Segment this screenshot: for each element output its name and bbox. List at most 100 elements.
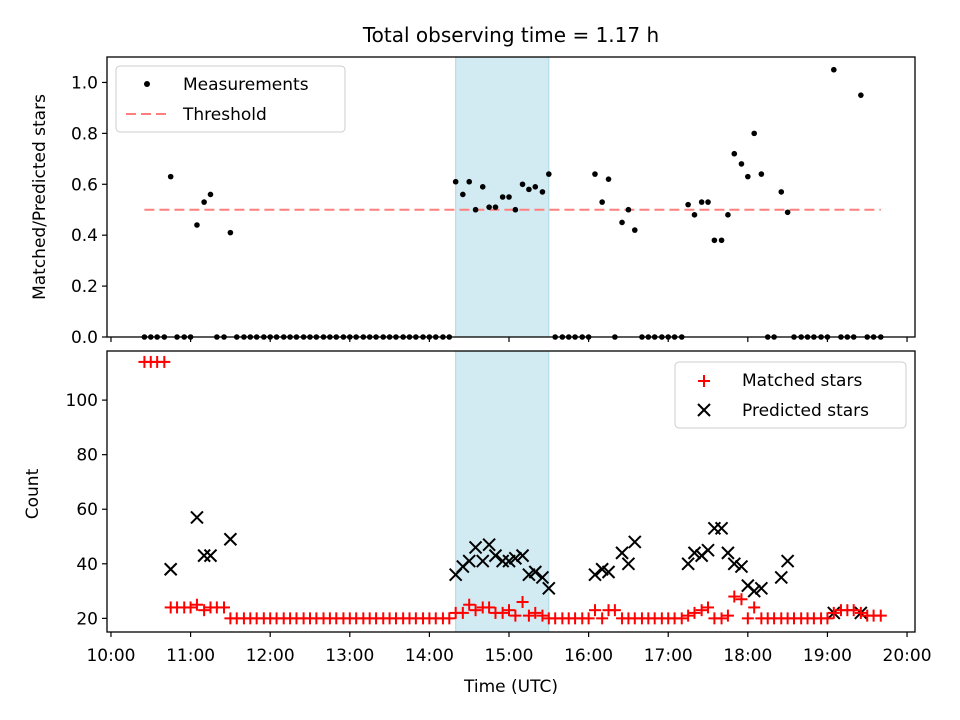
- x-tick-label: 10:00: [86, 646, 135, 666]
- measurement-point: [460, 191, 466, 198]
- predicted-star-point: [468, 540, 483, 555]
- measurement-point: [201, 199, 207, 205]
- measurement-point: [751, 130, 757, 137]
- y-tick-label: 0.2: [71, 277, 98, 297]
- measurement-point: [492, 204, 499, 210]
- measurement-point: [466, 178, 473, 185]
- matched-star-point: [184, 601, 197, 614]
- matched-star-point: [509, 609, 522, 622]
- measurement-point: [472, 206, 479, 213]
- predicted-star-point: [747, 584, 761, 598]
- matched-star-point: [728, 590, 741, 603]
- predicted-star-point: [681, 557, 695, 571]
- matched-star-point: [443, 612, 456, 625]
- bottom-panel: 20 40 60 80 100 10:00 11:00 12:00 13:00 14:00 15:…: [23, 350, 932, 697]
- measurement-point: [731, 150, 738, 157]
- matched-star-point: [741, 612, 754, 625]
- measurement-point: [167, 173, 174, 180]
- matched-star-point: [158, 355, 171, 368]
- predicted-star-point: [476, 554, 490, 568]
- legend-label-threshold: Threshold: [182, 105, 267, 125]
- matched-star-point: [675, 612, 688, 625]
- x-tick-label: 17:00: [644, 646, 693, 666]
- measurement-point: [858, 92, 864, 98]
- x-tick-label: 15:00: [485, 646, 534, 666]
- measurement-points: [141, 66, 884, 340]
- matched-star-point: [715, 612, 728, 625]
- matched-star-point: [821, 612, 834, 625]
- matched-star-point: [735, 593, 748, 606]
- legend-label-matched: Matched stars: [742, 371, 862, 391]
- measurement-point: [486, 204, 492, 210]
- matched-star-point: [596, 612, 609, 625]
- predicted-star-point: [535, 570, 550, 585]
- predicted-star-point: [721, 546, 735, 560]
- measurement-point: [512, 206, 519, 213]
- x-axis-ticks: 10:00 11:00 12:00 13:00 14:00 15:00 16:00 17:00…: [86, 632, 932, 666]
- matched-star-point: [456, 606, 469, 619]
- matched-star-point: [496, 606, 509, 619]
- predicted-star-point: [727, 557, 742, 571]
- measurement-point: [605, 176, 612, 182]
- predicted-star-point: [601, 565, 616, 579]
- predicted-star-point: [190, 510, 204, 525]
- measurement-point: [831, 66, 837, 73]
- matched-star-point: [529, 606, 542, 619]
- matched-star-point: [688, 606, 701, 619]
- predicted-star-point: [197, 548, 211, 563]
- plus-marker-icon: [698, 375, 710, 387]
- measurement-point: [519, 181, 526, 188]
- measurement-point: [227, 229, 234, 236]
- matched-star-point: [854, 606, 867, 619]
- measurement-point: [691, 212, 698, 218]
- measurement-point: [738, 161, 745, 167]
- measurement-point: [784, 209, 791, 216]
- y-axis-ticks: 20 40 60 80 100: [66, 391, 107, 629]
- measurement-point: [479, 184, 486, 190]
- y-tick-label: 0.6: [71, 175, 98, 195]
- measurement-point: [778, 189, 785, 195]
- predicted-star-point: [495, 554, 510, 568]
- matched-star-point: [469, 604, 482, 617]
- measurement-point: [452, 178, 459, 185]
- predicted-star-point: [701, 543, 715, 557]
- matched-star-point: [827, 606, 840, 619]
- y-axis-ticks: 0.0 0.2 0.4 0.6 0.8 1.0: [71, 73, 107, 348]
- predicted-star-point: [754, 581, 769, 596]
- y-axis-label: Matched/Predicted stars: [30, 94, 50, 300]
- predicted-star-point: [542, 581, 556, 596]
- predicted-star-point: [588, 568, 602, 582]
- y-tick-label: 0.4: [71, 226, 98, 246]
- predicted-star-point: [774, 570, 788, 585]
- matched-star-point: [847, 604, 860, 617]
- x-tick-label: 14:00: [405, 646, 454, 666]
- matched-star-point: [874, 609, 887, 622]
- x-tick-label: 13:00: [325, 646, 374, 666]
- matched-star-point: [190, 598, 203, 611]
- matched-star-point: [695, 604, 708, 617]
- measurement-point: [532, 184, 539, 190]
- measurement-point: [592, 171, 598, 177]
- measurement-point: [711, 237, 718, 244]
- predicted-star-point: [628, 535, 642, 549]
- bottom-axes-frame: [106, 350, 916, 633]
- legend-box: [674, 361, 907, 429]
- x-marker-icon: [697, 403, 711, 417]
- x-axis-ticks: [110, 337, 908, 342]
- highlight-span: [455, 350, 550, 633]
- x-tick-label: 18:00: [723, 646, 772, 666]
- y-tick-label: 0.8: [71, 124, 98, 144]
- legend-box: [115, 65, 346, 133]
- y-tick-label: 0.0: [71, 328, 98, 348]
- matched-star-point: [682, 609, 695, 622]
- measurement-point: [725, 212, 731, 218]
- predicted-star-point: [734, 559, 749, 574]
- y-tick-label: 100: [66, 391, 98, 411]
- matched-star-point: [218, 601, 231, 614]
- measurement-point: [631, 227, 638, 233]
- predicted-star-point: [482, 537, 496, 552]
- measurement-point: [194, 222, 200, 228]
- measurement-point: [526, 186, 532, 193]
- measurement-point: [685, 201, 691, 208]
